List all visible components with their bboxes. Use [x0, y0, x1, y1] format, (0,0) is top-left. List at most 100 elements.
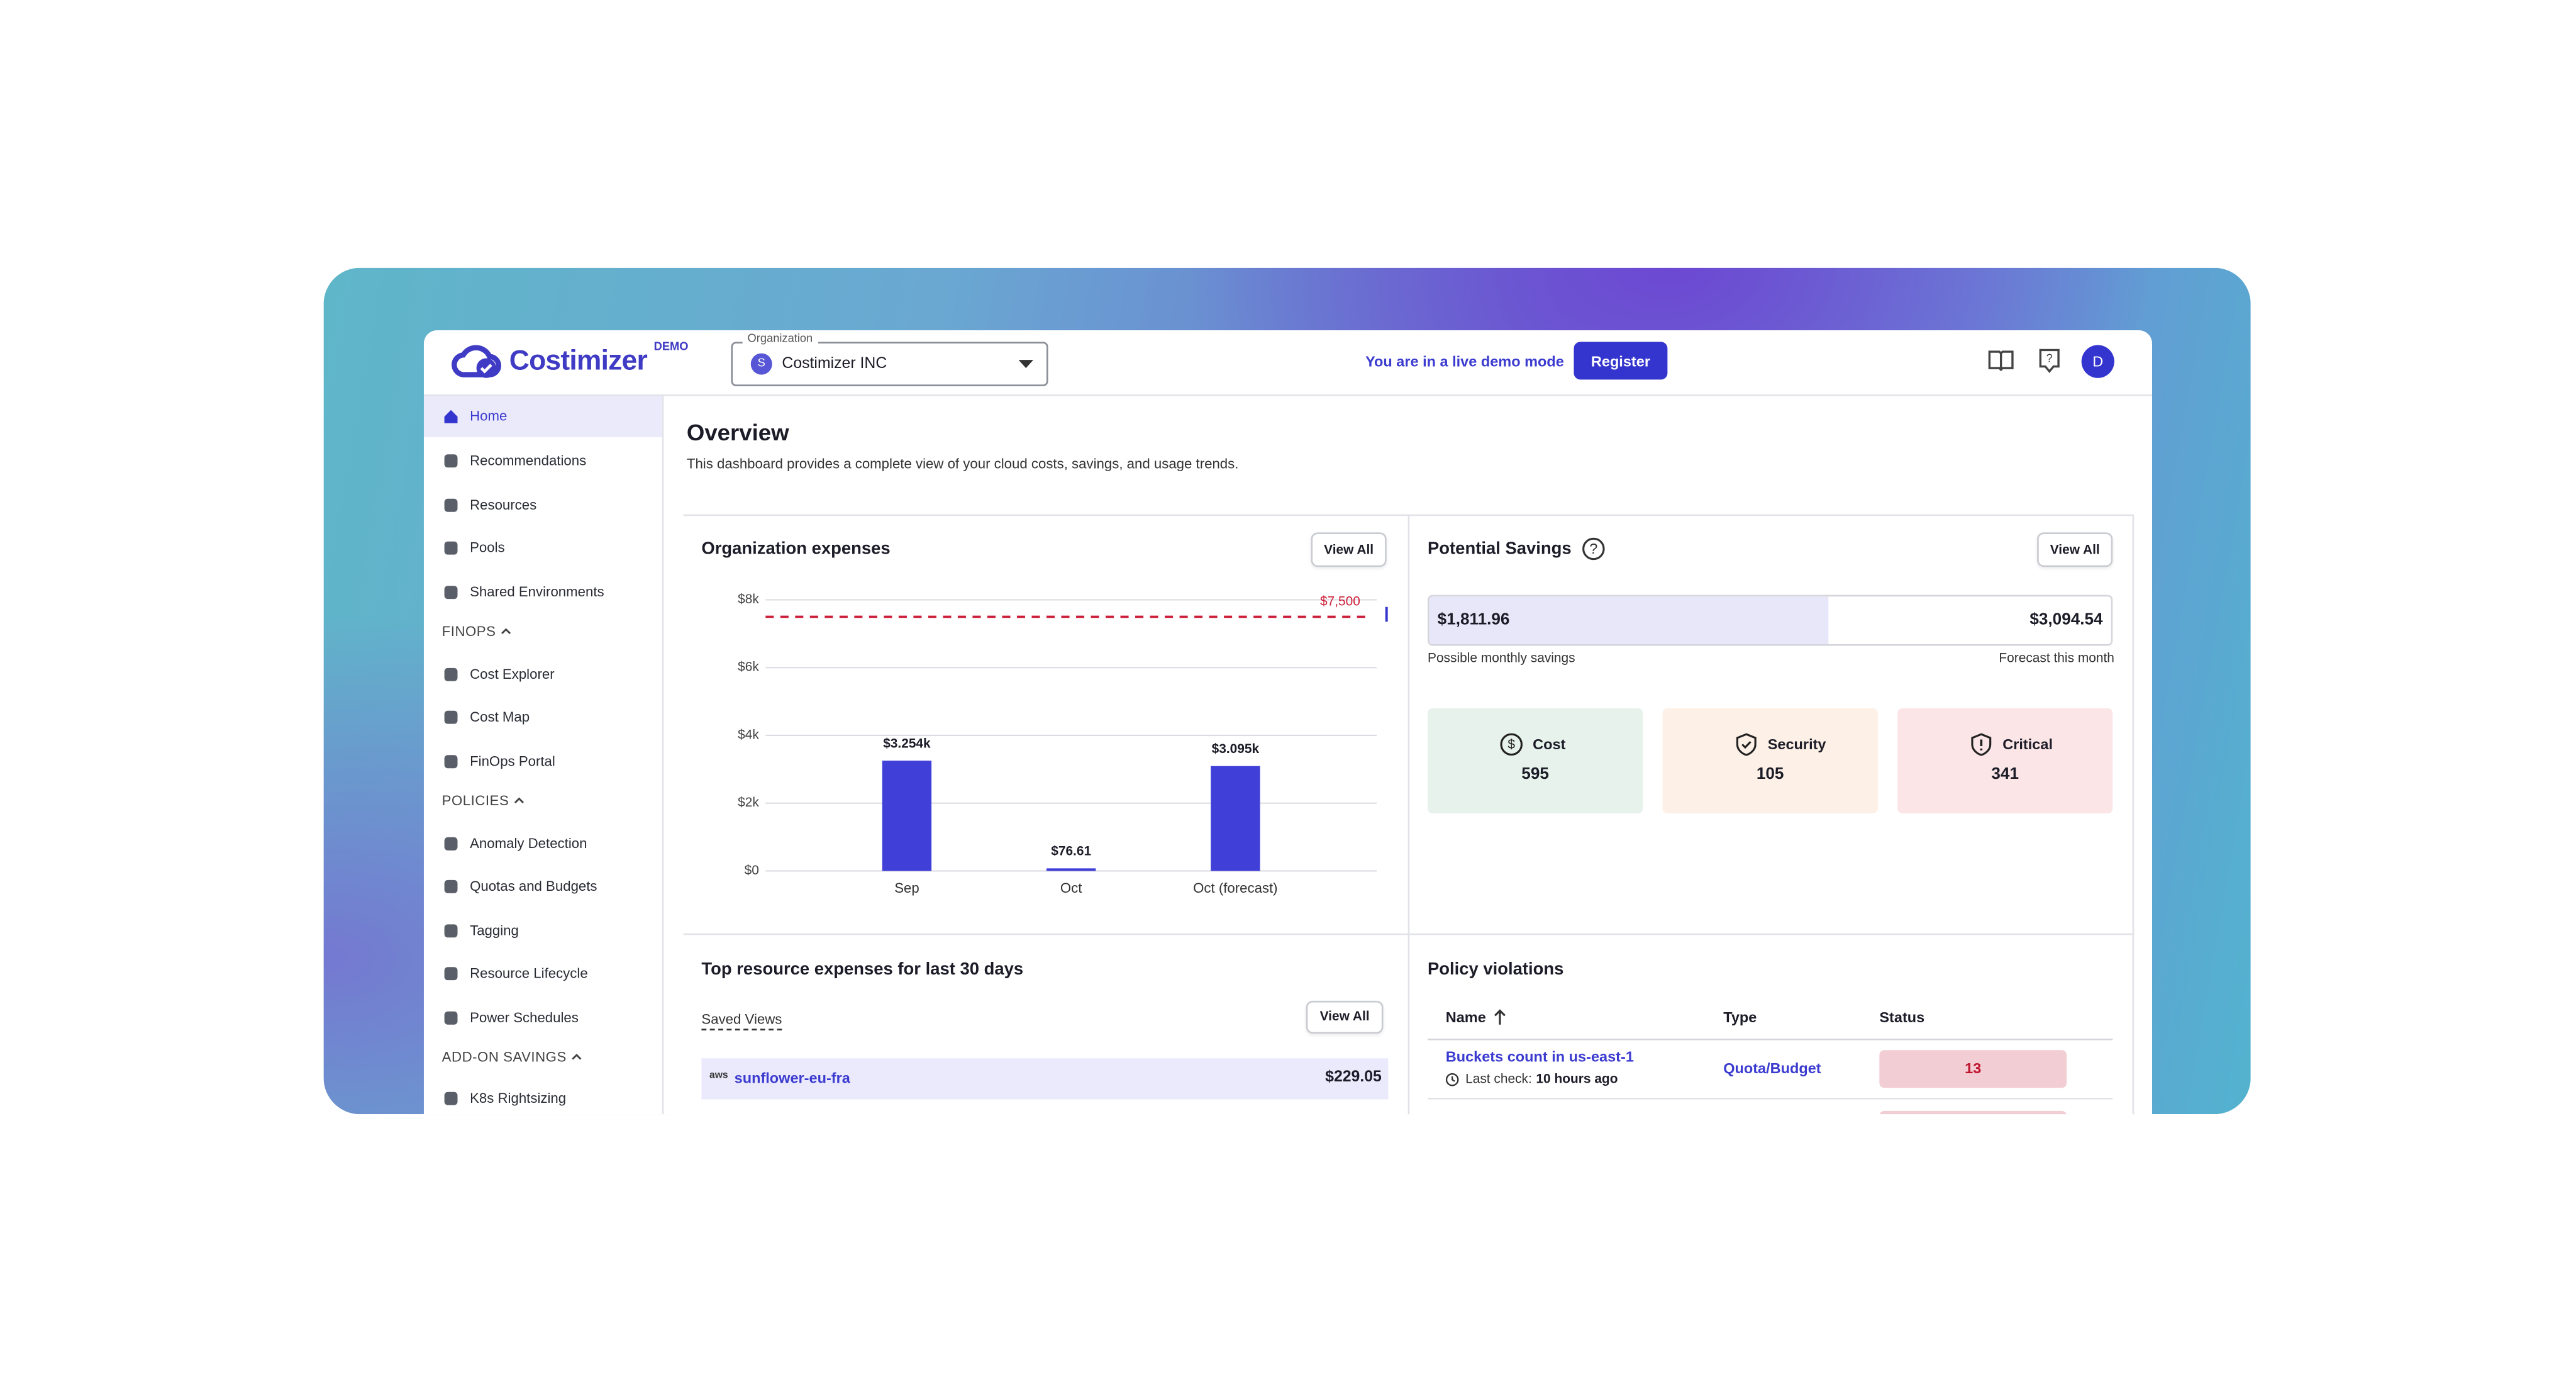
- view-all-button[interactable]: [1311, 532, 1387, 567]
- section-caret: [514, 797, 525, 804]
- card-label: Cost: [1533, 736, 1566, 753]
- register-button[interactable]: [1574, 342, 1668, 380]
- forecast-value: $3,094.54: [2029, 611, 2103, 630]
- logo-text: Costimizer: [509, 345, 648, 377]
- panel-title: Policy violations: [1428, 959, 1564, 979]
- bar: [882, 761, 932, 871]
- nav-item[interactable]: FinOps Portal: [470, 752, 555, 769]
- resource-row[interactable]: [701, 1057, 1389, 1099]
- org-select[interactable]: [731, 342, 1048, 386]
- nav-icon: [444, 454, 458, 468]
- section-caret: [572, 1054, 582, 1060]
- value-label: $3.254k: [883, 737, 931, 751]
- y-tick-label: $6k: [738, 660, 759, 674]
- bar: [1211, 766, 1260, 871]
- y-tick-label: $0: [745, 863, 759, 878]
- column-header[interactable]: Name: [1445, 1008, 1486, 1026]
- nav-item[interactable]: Shared Environments: [470, 583, 604, 600]
- y-tick-label: $4k: [738, 727, 759, 742]
- nav-icon: [444, 667, 458, 681]
- nav-item[interactable]: Resources: [470, 496, 537, 513]
- demo-badge: DEMO: [653, 342, 689, 354]
- card-icon: $: [1500, 733, 1523, 756]
- nav-item[interactable]: Anomaly Detection: [470, 834, 587, 852]
- sidebar-divider: [662, 396, 664, 1115]
- savings-card[interactable]: [1897, 708, 2113, 814]
- column-header: Type: [1723, 1008, 1757, 1026]
- org-caret: [1018, 360, 1034, 369]
- card-value: 105: [1756, 766, 1784, 784]
- panel-title: Top resource expenses for last 30 days: [701, 959, 1024, 979]
- status-value: 13: [1965, 1059, 1982, 1076]
- check-time: 10 hours ago: [1536, 1071, 1618, 1086]
- nav-section: FINOPS: [441, 623, 496, 640]
- view-all-button[interactable]: [1306, 1000, 1384, 1034]
- nav-item[interactable]: Resource Lifecycle: [470, 964, 588, 981]
- view-all-button[interactable]: [2037, 532, 2113, 567]
- nav-item[interactable]: Quotas and Budgets: [470, 877, 597, 895]
- savings-card[interactable]: [1662, 708, 1878, 814]
- logo-icon: [452, 345, 501, 378]
- panel-title: Organization expenses: [701, 539, 891, 559]
- savings-card[interactable]: [1428, 708, 1643, 814]
- y-tick-label: $8k: [738, 592, 759, 606]
- card-value: 341: [1991, 766, 2019, 784]
- status-badge-partial: [1879, 1110, 2067, 1115]
- card-value: 595: [1521, 766, 1549, 784]
- nav-icon: [444, 967, 458, 981]
- user-initial[interactable]: D: [2092, 353, 2104, 370]
- svg-text:$: $: [1507, 737, 1515, 752]
- nav-icon: [444, 586, 458, 600]
- help-circle: ?: [1582, 537, 1605, 561]
- card-label: Security: [1767, 736, 1826, 753]
- user-avatar[interactable]: [2081, 345, 2114, 378]
- app-window: Costimizer DEMO Organization S Costimizer IN…: [423, 330, 2152, 1115]
- svg-text:?: ?: [2046, 352, 2053, 365]
- value-label: $3.095k: [1212, 742, 1260, 756]
- bar: [1046, 868, 1096, 871]
- nav-icon: [444, 755, 458, 769]
- nav-item[interactable]: Pools: [470, 539, 505, 555]
- org-avatar: [750, 353, 772, 375]
- nav-item[interactable]: Power Schedules: [470, 1008, 579, 1026]
- policy-name[interactable]: Buckets count in us-east-1: [1445, 1048, 1634, 1065]
- row-divider: [1428, 1097, 2113, 1100]
- nav-icon: [444, 541, 458, 555]
- nav-item[interactable]: Home: [470, 407, 508, 424]
- resource-cost: $229.05: [1325, 1068, 1382, 1086]
- view-all-label[interactable]: View All: [2050, 541, 2100, 557]
- value-label: $76.61: [1051, 844, 1091, 859]
- demo-text: You are in a live demo mode: [1365, 353, 1564, 370]
- register-label[interactable]: Register: [1591, 353, 1650, 370]
- savings-fill: [1429, 596, 1829, 644]
- view-all-label[interactable]: View All: [1324, 541, 1374, 557]
- expenses-chart: $0 $2k $4k $6k $8k $7,500 $3.254k Sep $76.61 Oct $…: [738, 592, 1388, 896]
- saved-views-link[interactable]: Saved Views: [701, 1009, 782, 1030]
- nav-icon: [444, 498, 458, 512]
- view-all-label[interactable]: View All: [1319, 1008, 1370, 1024]
- provider-logo: aws: [709, 1071, 728, 1081]
- panel-title: Potential Savings: [1428, 539, 1572, 559]
- x-tick-label: Sep: [894, 880, 919, 896]
- nav-item[interactable]: K8s Rightsizing: [470, 1089, 567, 1107]
- nav-icon: [444, 924, 458, 938]
- nav-active-bg: [423, 396, 662, 437]
- nav-item[interactable]: Cost Map: [470, 708, 530, 725]
- nav-item[interactable]: Cost Explorer: [470, 665, 555, 683]
- card-icon: [1736, 733, 1757, 756]
- nav-item[interactable]: Recommendations: [470, 452, 587, 469]
- resource-name[interactable]: sunflower-eu-fra: [734, 1069, 850, 1086]
- check-label: Last check:: [1465, 1071, 1532, 1086]
- docs-icon: [1988, 350, 2014, 372]
- card-label: Critical: [2002, 736, 2053, 753]
- possible-value: $1,811.96: [1437, 611, 1510, 630]
- org-name: Costimizer INC: [782, 355, 887, 373]
- section-caret: [501, 628, 511, 635]
- svg-text:?: ?: [1589, 540, 1597, 557]
- nav-item[interactable]: Tagging: [470, 922, 519, 939]
- org-label: Organization: [742, 330, 818, 354]
- help-icon: ?: [2039, 349, 2060, 374]
